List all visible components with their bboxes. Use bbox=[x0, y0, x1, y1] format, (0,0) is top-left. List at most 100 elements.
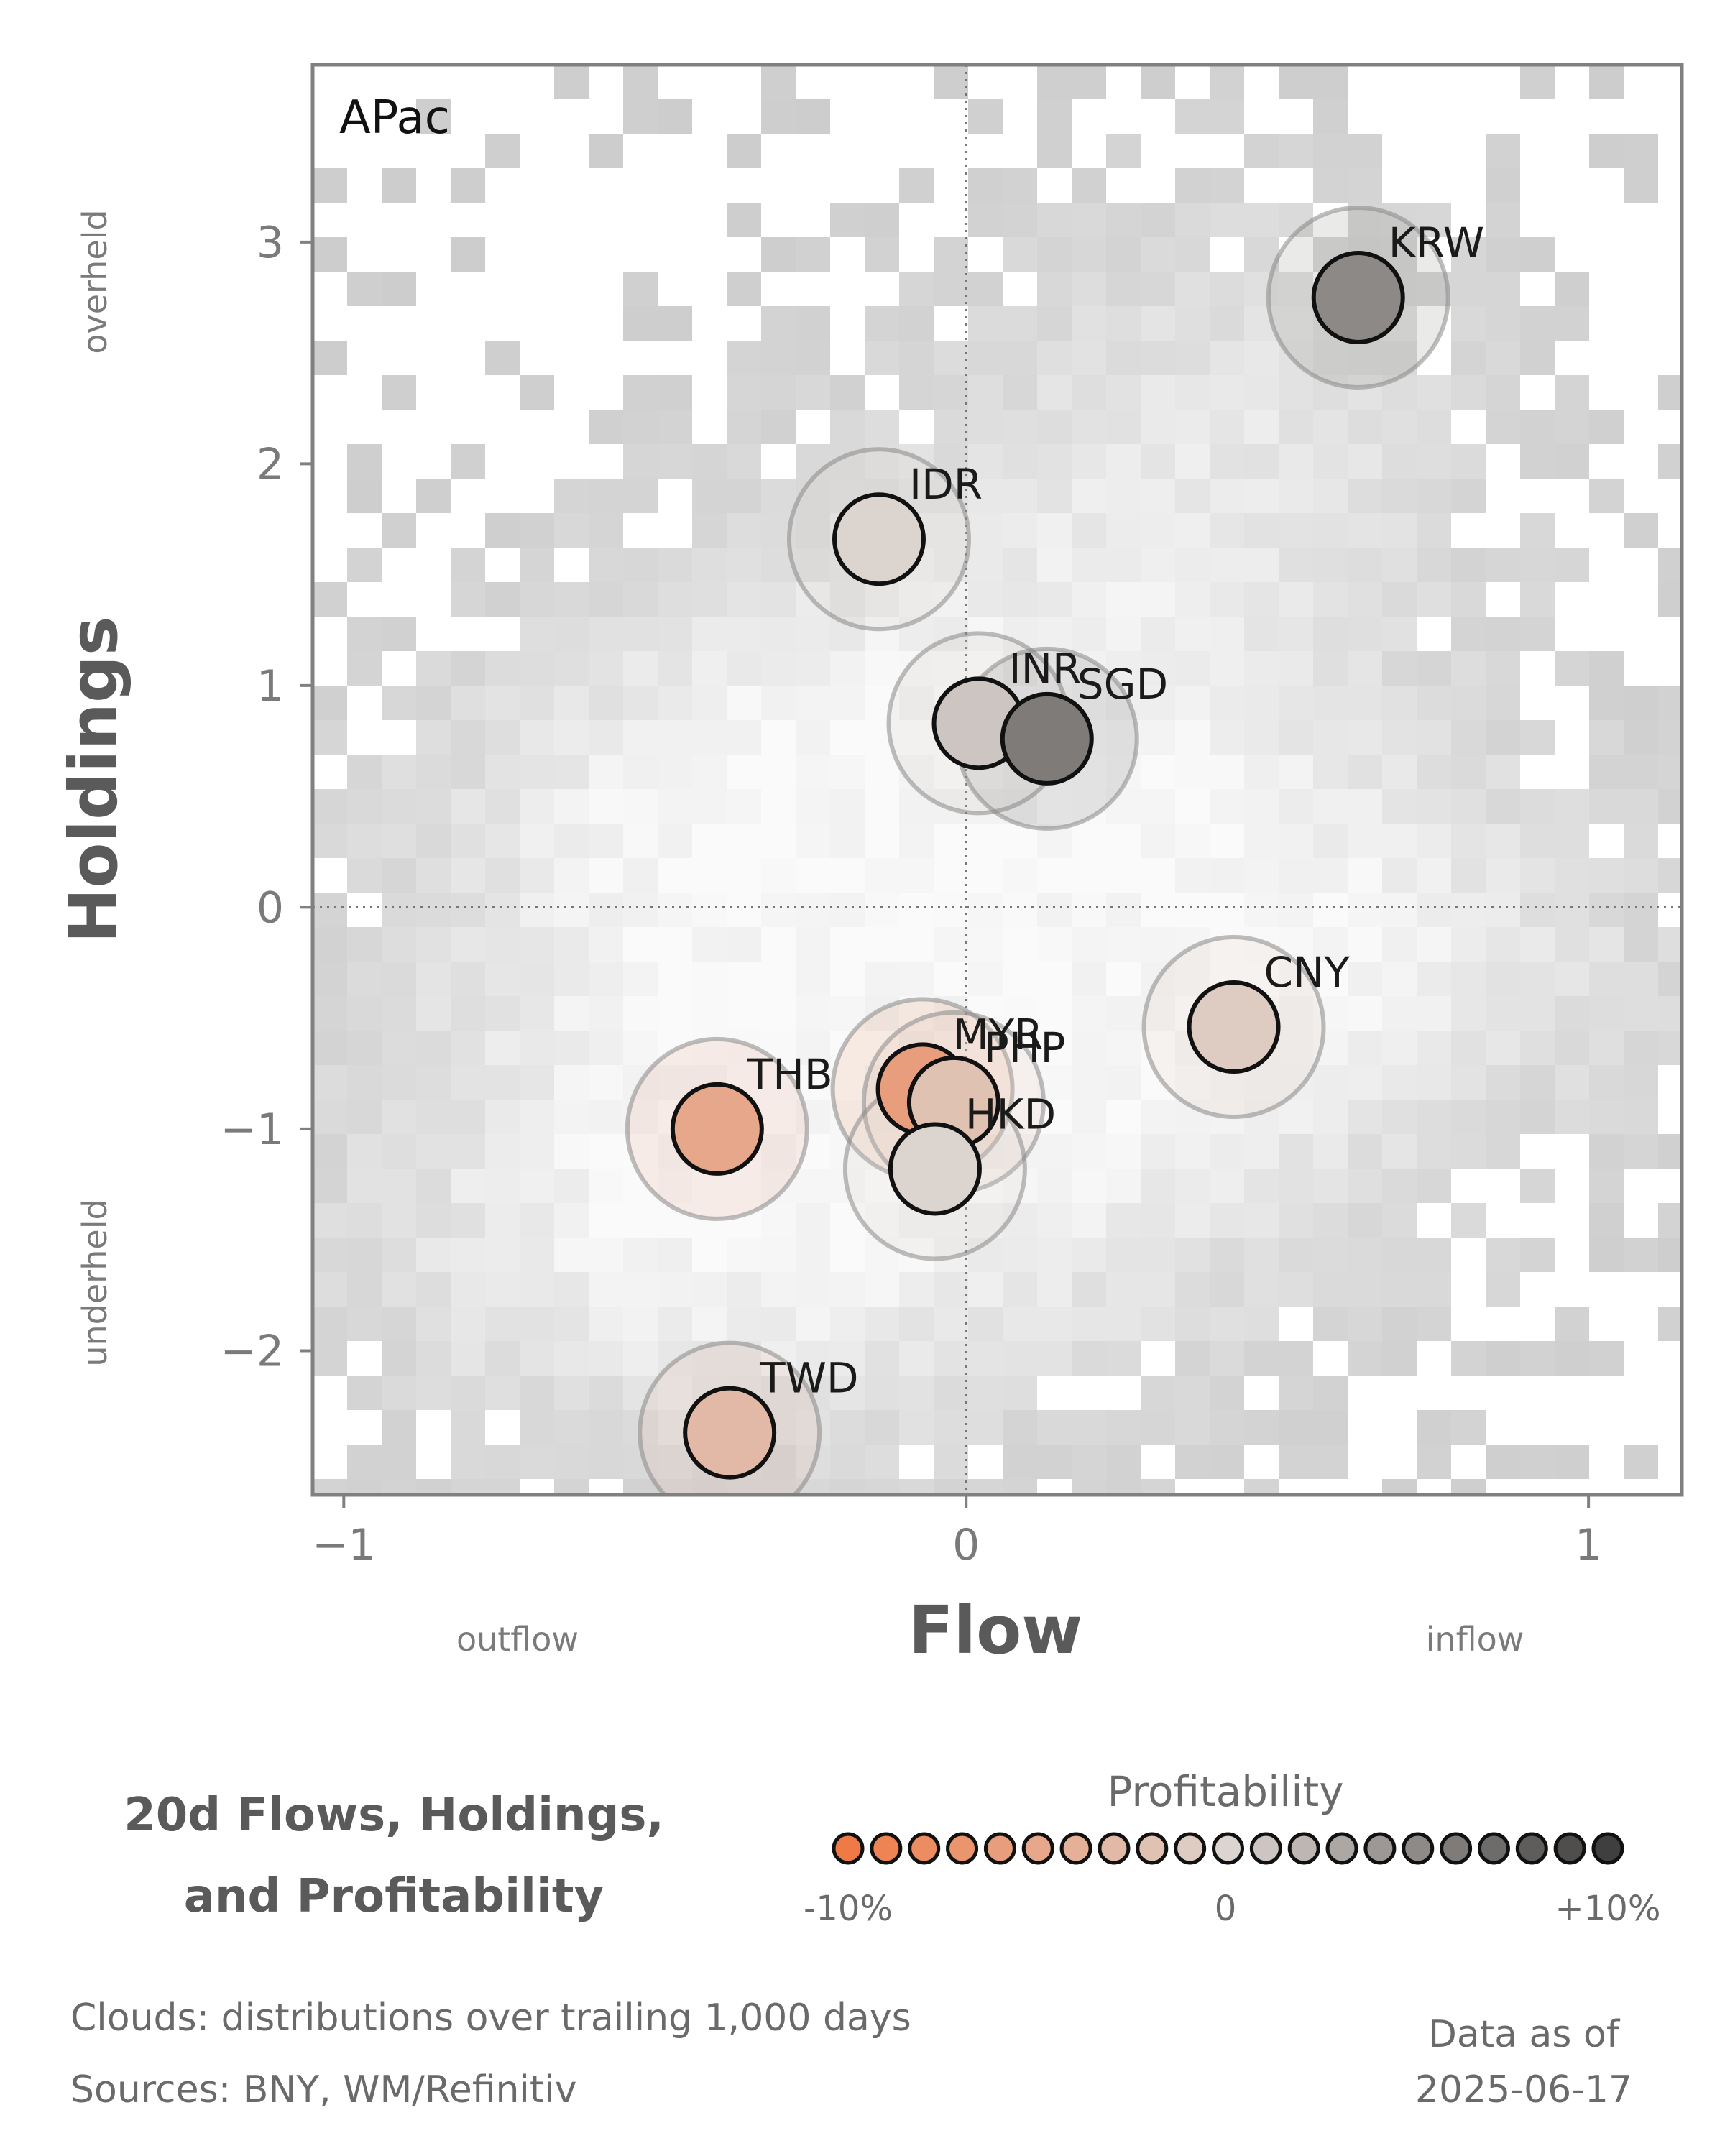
cloud-cell bbox=[485, 1100, 520, 1134]
cloud-cell bbox=[1141, 1169, 1175, 1203]
cloud-cell bbox=[658, 962, 692, 996]
cloud-cell bbox=[1279, 134, 1313, 168]
cloud-cell bbox=[658, 927, 692, 962]
cloud-cell bbox=[968, 203, 1003, 237]
cloud-cell bbox=[1210, 65, 1244, 99]
distribution-cloud bbox=[313, 65, 1682, 1495]
cloud-cell bbox=[1003, 513, 1037, 548]
cloud-cell bbox=[554, 1134, 589, 1169]
cloud-cell bbox=[796, 1100, 830, 1134]
cloud-cell bbox=[1279, 1341, 1313, 1376]
cloud-cell bbox=[899, 168, 934, 203]
cloud-cell bbox=[1141, 858, 1175, 893]
cloud-cell bbox=[1313, 1376, 1348, 1410]
cloud-cell bbox=[1003, 1410, 1037, 1445]
cloud-cell bbox=[1210, 203, 1244, 237]
cloud-cell bbox=[1141, 203, 1175, 237]
cloud-cell bbox=[761, 824, 796, 858]
cloud-cell bbox=[1348, 1065, 1382, 1100]
cloud-cell bbox=[1175, 1134, 1210, 1169]
cloud-cell bbox=[692, 651, 727, 686]
cloud-cell bbox=[1313, 858, 1348, 893]
cloud-cell bbox=[313, 341, 347, 375]
cloud-cell bbox=[416, 651, 451, 686]
cloud-cell bbox=[761, 341, 796, 375]
cloud-cell bbox=[1589, 1134, 1624, 1169]
cloud-cell bbox=[1417, 824, 1451, 858]
cloud-cell bbox=[1037, 1203, 1072, 1238]
cloud-cell bbox=[968, 341, 1003, 375]
cloud-cell bbox=[727, 479, 761, 513]
cloud-cell bbox=[1072, 1169, 1106, 1203]
cloud-cell bbox=[623, 755, 658, 789]
cloud-cell bbox=[1003, 479, 1037, 513]
cloud-cell bbox=[451, 1134, 485, 1169]
cloud-cell bbox=[1279, 65, 1313, 99]
cloud-cell bbox=[1348, 824, 1382, 858]
cloud-cell bbox=[589, 582, 623, 617]
cloud-cell bbox=[1624, 824, 1658, 858]
cloud-cell bbox=[1382, 1341, 1417, 1376]
cloud-cell bbox=[1658, 720, 1682, 755]
cloud-cell bbox=[761, 755, 796, 789]
cloud-cell bbox=[347, 755, 382, 789]
cloud-cell bbox=[1141, 789, 1175, 824]
cloud-cell bbox=[1451, 651, 1486, 686]
cloud-cell bbox=[382, 1479, 416, 1495]
cloud-cell bbox=[313, 1031, 347, 1065]
cloud-cell bbox=[761, 1134, 796, 1169]
cloud-cell bbox=[1210, 1376, 1244, 1410]
cloud-cell bbox=[382, 1203, 416, 1238]
cloud-cell bbox=[382, 824, 416, 858]
cloud-cell bbox=[1037, 858, 1072, 893]
cloud-cell bbox=[899, 341, 934, 375]
cloud-cell bbox=[416, 824, 451, 858]
cloud-cell bbox=[485, 789, 520, 824]
cloud-cell bbox=[589, 755, 623, 789]
cloud-cell bbox=[1037, 513, 1072, 548]
cloud-cell bbox=[761, 617, 796, 651]
cloud-cell bbox=[1486, 858, 1520, 893]
cloud-cell bbox=[623, 99, 658, 134]
cloud-cell bbox=[1037, 237, 1072, 272]
cloud-cell bbox=[1210, 99, 1244, 134]
cloud-cell bbox=[1555, 893, 1589, 927]
cloud-cell bbox=[865, 789, 899, 824]
cloud-cell bbox=[589, 513, 623, 548]
cloud-cell bbox=[554, 1169, 589, 1203]
cloud-cell bbox=[934, 1307, 968, 1341]
cloud-cell bbox=[830, 1479, 865, 1495]
cloud-cell bbox=[1244, 1479, 1279, 1495]
cloud-cell bbox=[485, 1203, 520, 1238]
cloud-cell bbox=[1451, 444, 1486, 479]
cloud-cell bbox=[313, 1134, 347, 1169]
cloud-cell bbox=[1486, 686, 1520, 720]
cloud-cell bbox=[1382, 720, 1417, 755]
cloud-cell bbox=[1037, 99, 1072, 134]
cloud-cell bbox=[382, 617, 416, 651]
cloud-cell bbox=[1313, 341, 1348, 375]
cloud-cell bbox=[692, 824, 727, 858]
cloud-cell bbox=[554, 651, 589, 686]
cloud-cell bbox=[1106, 651, 1141, 686]
cloud-cell bbox=[796, 548, 830, 582]
cloud-cell bbox=[796, 1307, 830, 1341]
cloud-cell bbox=[623, 272, 658, 306]
cloud-cell bbox=[1106, 410, 1141, 444]
cloud-cell bbox=[1624, 1100, 1658, 1134]
cloud-cell bbox=[1037, 65, 1072, 99]
cloud-cell bbox=[520, 1410, 554, 1445]
cloud-cell bbox=[761, 99, 796, 134]
cloud-cell bbox=[865, 203, 899, 237]
cloud-cell bbox=[1486, 1031, 1520, 1065]
cloud-cell bbox=[692, 548, 727, 582]
cloud-cell bbox=[382, 1065, 416, 1100]
cloud-cell bbox=[692, 1272, 727, 1307]
label-sgd: SGD bbox=[1077, 660, 1168, 709]
cloud-cell bbox=[1175, 444, 1210, 479]
cloud-cell bbox=[1175, 341, 1210, 375]
cloud-cell bbox=[1520, 962, 1555, 996]
cloud-cell bbox=[313, 1169, 347, 1203]
cloud-cell bbox=[1451, 1203, 1486, 1238]
cloud-cell bbox=[796, 617, 830, 651]
